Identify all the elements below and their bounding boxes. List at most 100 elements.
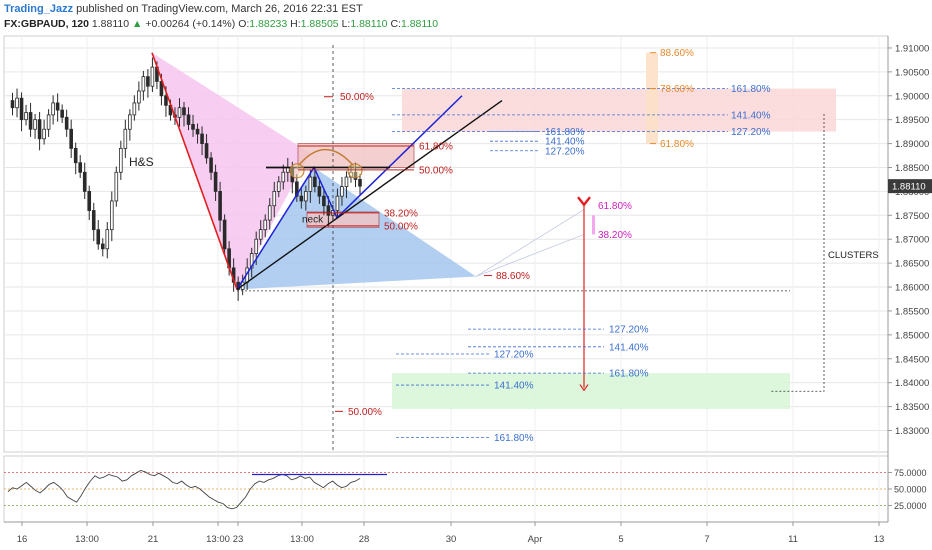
candle-body [141,76,146,92]
author-link[interactable]: Trading_Jazz [4,3,74,15]
fib-orange-label: 61.80% [660,139,694,150]
y-tick-label: 1.85000 [895,330,929,341]
xa-leg [151,52,238,290]
y-tick-label: 1.83500 [895,402,929,413]
last-price-label: 1.88110 [892,182,926,193]
candle-body [322,195,326,207]
candle-body [46,114,51,130]
resistance-cluster-zone [402,88,836,132]
y-tick-label: 1.87500 [895,211,929,222]
x-tick-label: Apr [528,534,543,545]
close-value: 1.88110 [400,18,439,30]
high-value: 1.88505 [300,18,339,30]
y-tick-label: 1.91000 [895,43,929,54]
candle-body [258,229,263,240]
candle-body [204,143,209,159]
fib-level-label: 50.00% [340,92,374,103]
candle-body [64,116,69,130]
candle-body [344,176,349,188]
candle-body [51,102,55,116]
candle-body [33,119,37,130]
open-value: 1.88233 [249,18,288,30]
y-tick-label: 1.87000 [895,235,929,246]
candle-body [10,100,15,109]
y-tick-label: 1.90000 [895,91,929,102]
fib-magenta-label: 61.80% [598,201,632,212]
candle-body [24,112,28,121]
clusters-bracket [770,113,825,392]
magenta-bar [592,215,595,235]
bc-leg [236,95,463,290]
candle-body [358,179,362,187]
candle-body [100,243,105,250]
fib-orange-label: 78.60% [660,84,694,95]
y-tick-label: 1.89500 [895,115,929,126]
candle-body [164,95,168,106]
y-tick-label: 1.86000 [895,283,929,294]
y-tick-label: 1.90500 [895,67,929,78]
candle-body [123,128,128,149]
candle-body [42,128,46,140]
candle-body [60,109,64,118]
candle-body [15,97,19,109]
chart-labels: 50.00% 61.80% 50.00% 38.20% 50.00% 88.60% 50.0… [129,48,879,444]
axes: 1.91000 1.90500 1.90000 1.89500 1.89000 1.885… [4,36,932,545]
fib-level-label: 61.80% [419,141,453,152]
open-label: O: [238,18,250,30]
rsi-panel: 75.0000 50.0000 25.0000 [4,468,927,511]
rsi-tick-label: 75.0000 [894,468,927,478]
candle-body [177,107,182,118]
candle-body [213,171,218,192]
shoulder-circle [347,163,363,179]
candle-body [82,171,87,192]
symbol-label[interactable]: FX:GBPAUD, 120 [4,18,89,30]
fib-ext-label: 127.20% [731,127,771,138]
candle-body [69,128,73,149]
candle-body [19,97,24,121]
x-tick-label: 21 [148,534,159,545]
candle-body [87,191,92,211]
chart-header: Trading_Jazz published on TradingView.co… [0,0,932,34]
zones [392,52,836,409]
drawings [151,45,825,452]
candle-body [272,191,277,207]
candle-body [218,191,222,221]
candle-body [191,124,195,130]
projection-line [475,234,585,277]
fib-orange-label: 88.60% [660,48,694,59]
fib-ext-label: 141.40% [545,137,585,148]
x-tick-label: 13 [874,534,885,545]
orange-fib-zone [646,52,658,144]
candle-body [114,171,119,202]
y-tick-label: 1.86500 [895,259,929,270]
candle-body [150,66,155,87]
candle-body [159,81,164,97]
candle-body [105,229,110,250]
fib-ext-label: 127.20% [545,146,585,157]
candle-body [317,186,322,197]
x-tick-label: 7 [704,534,709,545]
candle-body [137,90,141,104]
candle-body [55,102,60,111]
y-tick-label: 1.88500 [895,163,929,174]
fib-ext-label: 161.80% [609,369,649,380]
change-value: +0.00264 (+0.14%) [145,18,236,30]
y-tick-label: 1.85500 [895,306,929,317]
candle-body [146,76,150,87]
low-value: 1.88110 [350,18,388,30]
x-tick-label: 13:00 [75,534,99,545]
x-tick-label: 30 [446,534,457,545]
candle-body [209,157,213,173]
neck-label: neck [302,215,324,226]
fib-ext-label: 127.20% [494,349,534,360]
candle-body [78,162,83,173]
fib-ext-label: 161.80% [494,433,534,444]
candle-body [186,114,191,125]
fib-level-label: 88.60% [496,271,530,282]
candle-body [195,128,200,135]
candle-body [267,205,272,221]
candle-body [132,102,137,116]
candle-body [263,219,268,231]
y-tick-label: 1.89000 [895,139,929,150]
